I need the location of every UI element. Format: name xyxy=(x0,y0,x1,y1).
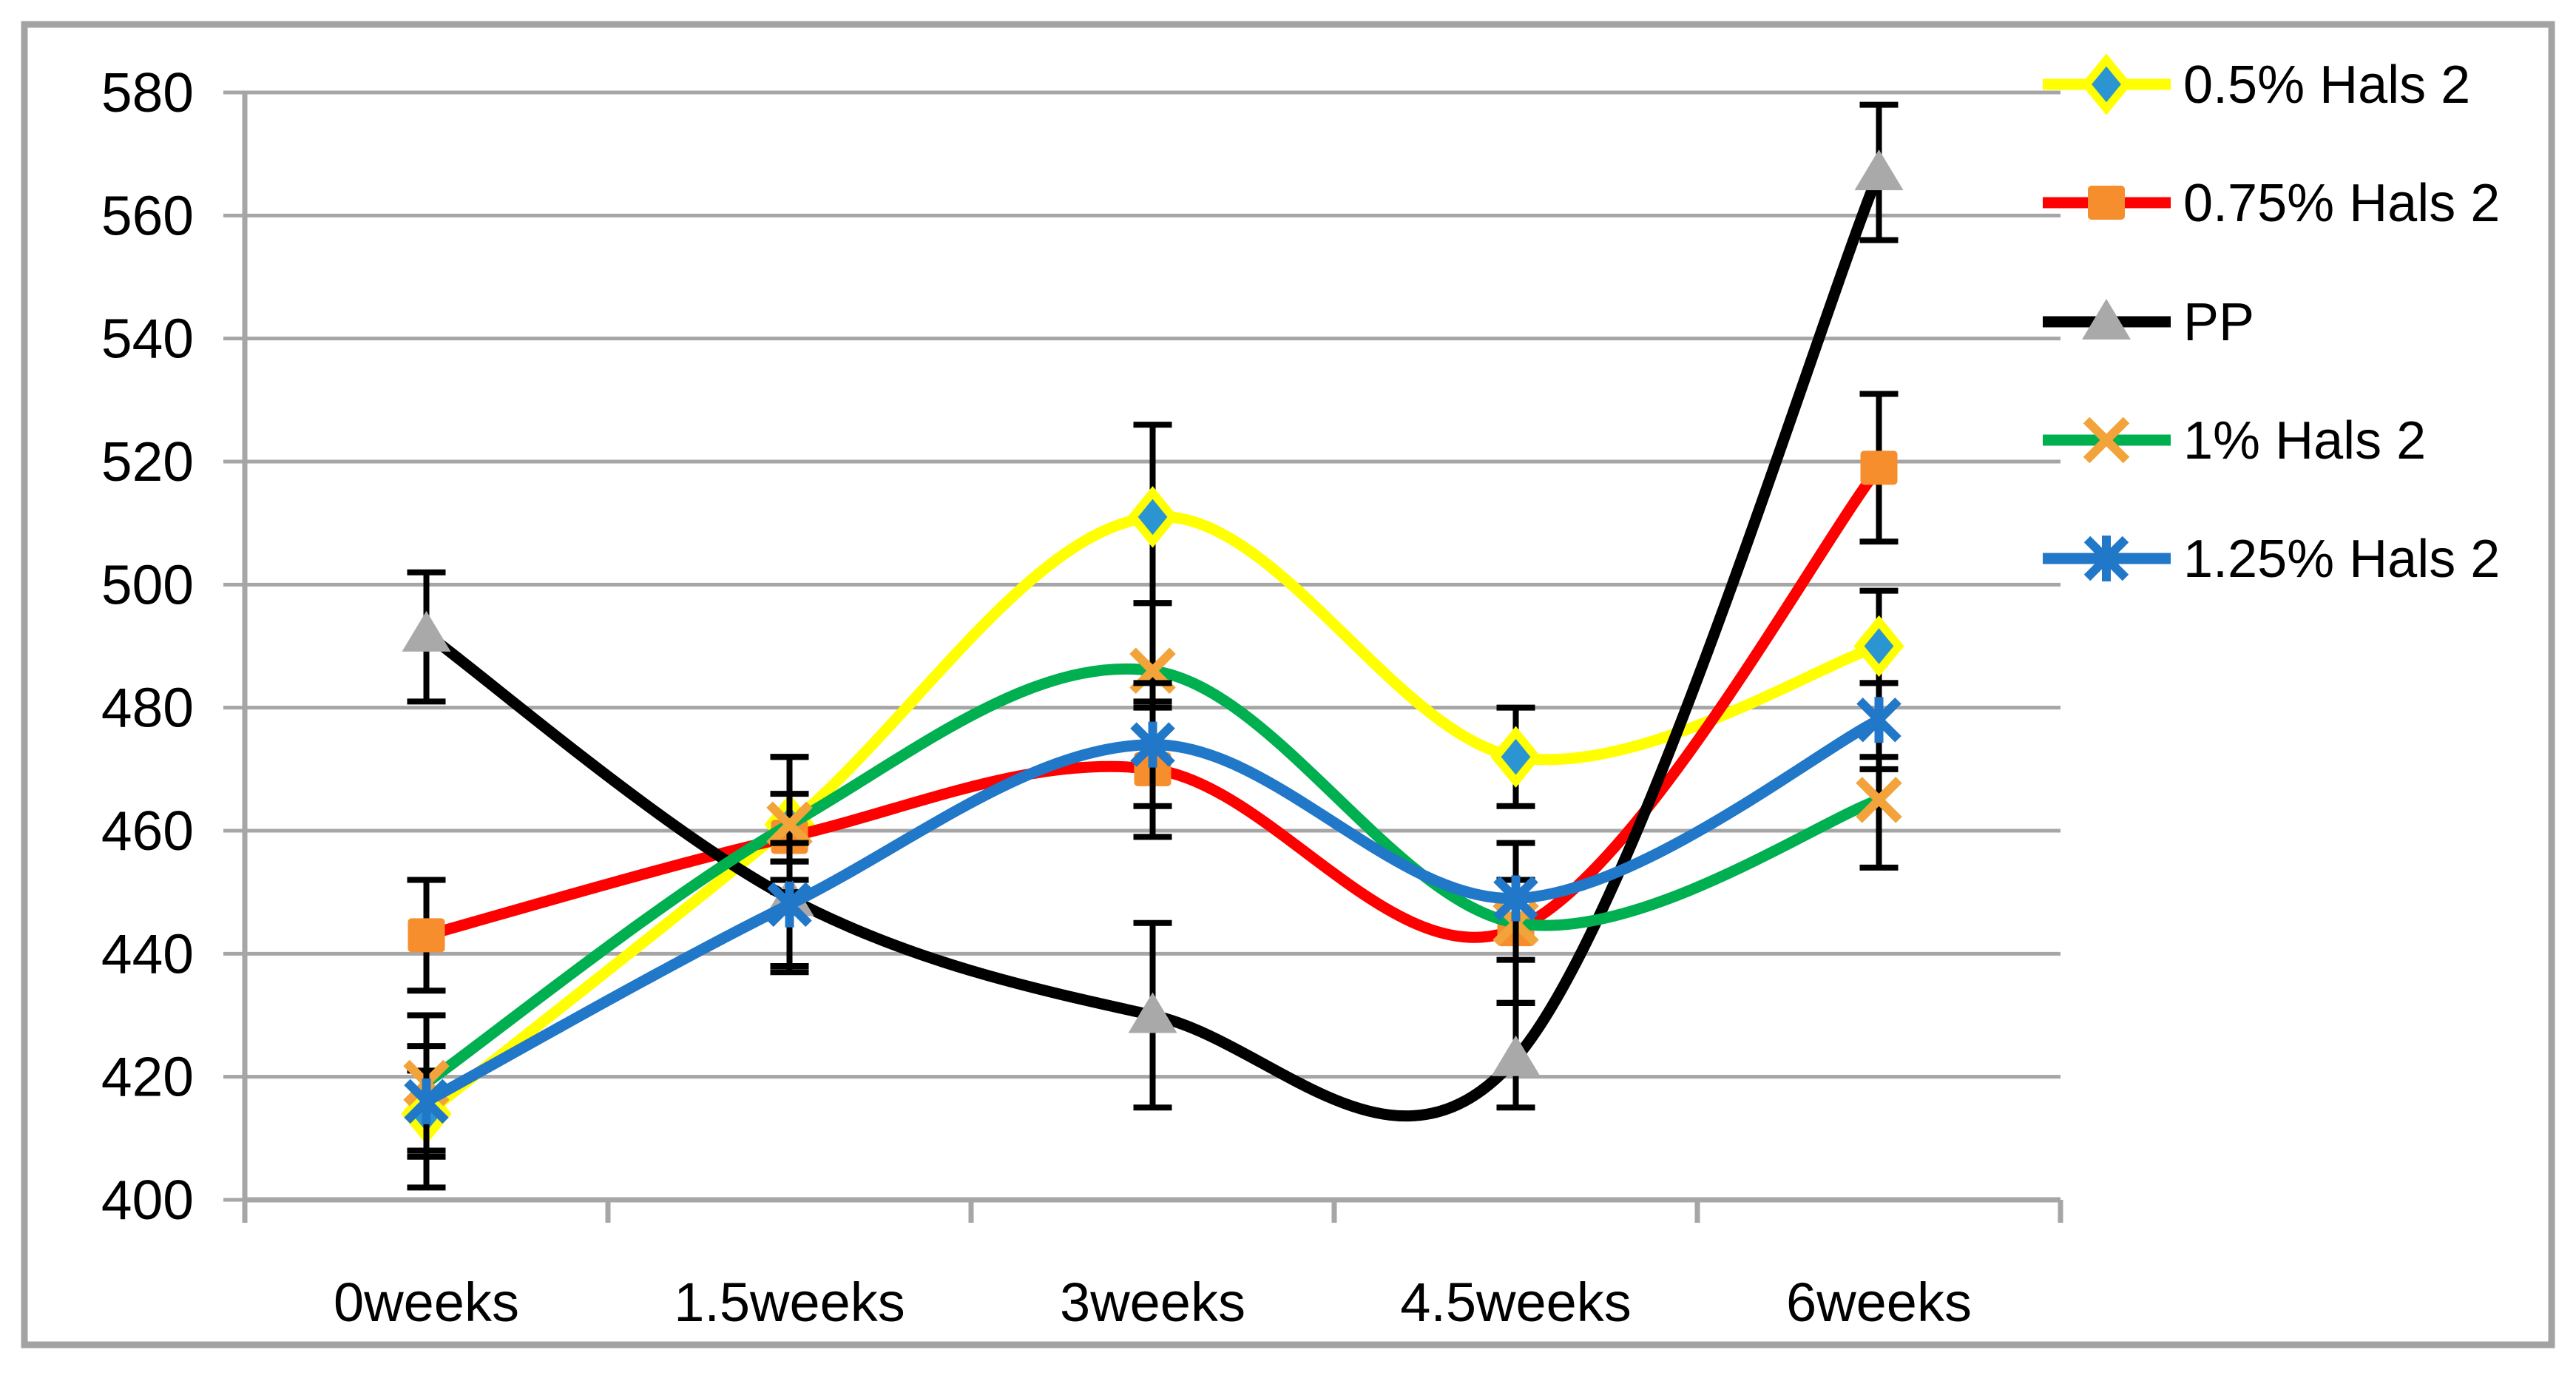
legend-label-0-5-hals-2: 0.5% Hals 2 xyxy=(2183,55,2470,115)
pp-triangle-marker xyxy=(402,610,451,652)
legend-pp-triangle-marker xyxy=(2082,299,2131,340)
y-axis-label-480: 480 xyxy=(101,677,194,739)
0-75-hals-2-square-marker xyxy=(1860,450,1898,485)
x-axis-label-4.5weeks: 4.5weeks xyxy=(1400,1272,1632,1333)
1-25-hals-2-asterisk-marker xyxy=(404,1078,449,1124)
0-5-hals-2-diamond-marker xyxy=(1853,615,1904,678)
y-axis-label-460: 460 xyxy=(101,800,194,862)
0-5-hals-2-diamond-marker xyxy=(1490,726,1541,788)
x-axis-label-1.5weeks: 1.5weeks xyxy=(674,1272,905,1333)
y-axis-label-500: 500 xyxy=(101,553,194,615)
legend-1-25-hals-2-asterisk-marker xyxy=(2083,536,2129,581)
1-hals-2-x-marker xyxy=(766,801,813,848)
figure-border xyxy=(21,21,2555,1348)
y-axis-label-580: 580 xyxy=(101,61,194,124)
y-axis-label-400: 400 xyxy=(101,1169,194,1231)
legend-label-1-25-hals-2: 1.25% Hals 2 xyxy=(2183,530,2500,589)
legend-label-1-hals-2: 1% Hals 2 xyxy=(2183,411,2426,470)
legend-label-0-75-hals-2: 0.75% Hals 2 xyxy=(2183,174,2500,233)
legend-1-hals-2-x-marker xyxy=(2083,416,2130,464)
pp-line xyxy=(421,166,1884,1122)
1-25-hals-2-asterisk-marker xyxy=(767,881,812,928)
legend-0-5-hals-2-diamond-marker xyxy=(2080,53,2132,115)
1-25-hals-2-asterisk-marker xyxy=(1130,721,1175,768)
0-5-hals-2-diamond-marker xyxy=(1127,486,1178,548)
1-25-hals-2-asterisk-marker xyxy=(1493,875,1538,922)
y-axis-label-540: 540 xyxy=(101,308,194,370)
pp-triangle-marker xyxy=(1491,1035,1541,1076)
x-axis-label-0weeks: 0weeks xyxy=(334,1272,519,1333)
pp-triangle-marker xyxy=(1854,149,1904,191)
0-75-hals-2-line xyxy=(421,462,1884,943)
y-axis-label-520: 520 xyxy=(101,431,194,493)
y-axis-label-440: 440 xyxy=(101,922,194,985)
x-axis-label-6weeks: 6weeks xyxy=(1786,1272,1972,1333)
legend-label-pp: PP xyxy=(2183,293,2254,352)
0-75-hals-2-square-marker xyxy=(408,918,445,953)
legend-0-75-hals-2-square-marker xyxy=(2088,186,2125,220)
y-axis-label-420: 420 xyxy=(101,1046,194,1108)
x-axis-label-3weeks: 3weeks xyxy=(1060,1272,1245,1333)
pp-triangle-marker xyxy=(1128,992,1177,1033)
1-25-hals-2-asterisk-marker xyxy=(1856,697,1901,743)
y-axis-label-560: 560 xyxy=(101,184,194,246)
1-hals-2-x-marker xyxy=(1856,777,1902,823)
